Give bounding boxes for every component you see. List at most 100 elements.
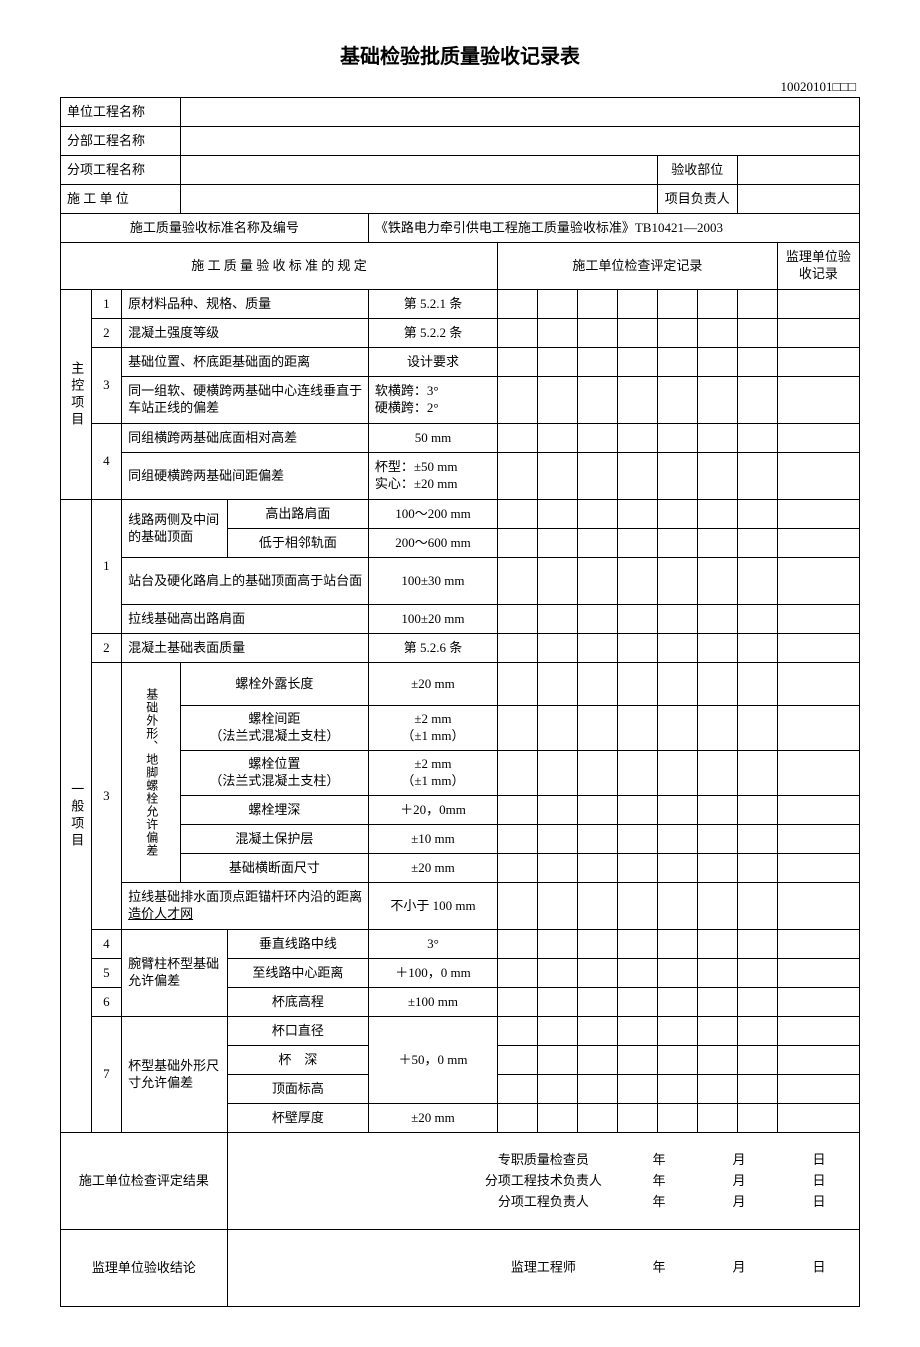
gen-3a-std: ±20 mm <box>368 663 497 706</box>
cell <box>617 825 657 854</box>
gen-3-group: 基础外形、地脚螺栓允许偏差 <box>122 663 181 883</box>
cell <box>538 529 578 558</box>
cell <box>577 959 617 988</box>
cell <box>777 959 859 988</box>
gen-3a-name: 螺栓外露长度 <box>180 663 368 706</box>
cell <box>777 796 859 825</box>
cell <box>657 605 697 634</box>
cell <box>697 854 737 883</box>
cell <box>498 500 538 529</box>
gen-6-std: ±100 mm <box>368 988 497 1017</box>
gen-row-3b: 螺栓间距 （法兰式混凝土支柱） ±2 mm （±1 mm） <box>61 706 860 751</box>
gen-1-group: 线路两侧及中间的基础顶面 <box>122 500 228 558</box>
gen-5-std: ＋100，0 mm <box>368 959 497 988</box>
cell <box>737 290 777 319</box>
cell <box>737 854 777 883</box>
gen-6-name: 杯底高程 <box>227 988 368 1017</box>
cell <box>697 751 737 796</box>
cell <box>657 988 697 1017</box>
cell <box>697 500 737 529</box>
gen-3e-std: ±10 mm <box>368 825 497 854</box>
cell <box>577 1104 617 1133</box>
cell <box>577 706 617 751</box>
cell <box>657 825 697 854</box>
cell <box>657 290 697 319</box>
sig-item-leader: 分项工程负责人 <box>485 1191 602 1212</box>
cell <box>657 529 697 558</box>
cell <box>617 988 657 1017</box>
cell <box>577 1075 617 1104</box>
cell <box>657 663 697 706</box>
label-check-record: 施工单位检查评定记录 <box>498 243 778 290</box>
cell <box>737 319 777 348</box>
main-category-label: 主控项目 <box>61 290 92 500</box>
cell <box>498 319 538 348</box>
main-4a-name: 同组横跨两基础底面相对高差 <box>122 424 369 453</box>
main-2-std: 第 5.2.2 条 <box>368 319 497 348</box>
main-3b-std: 软横跨：3° 硬横跨：2° <box>368 377 497 424</box>
cell <box>498 988 538 1017</box>
cell <box>538 424 578 453</box>
cell <box>737 453 777 500</box>
cell <box>498 930 538 959</box>
cell <box>617 930 657 959</box>
cell <box>657 796 697 825</box>
main-1-num: 1 <box>91 290 122 319</box>
cell <box>538 1104 578 1133</box>
cell <box>617 424 657 453</box>
cell <box>657 377 697 424</box>
header-row-5: 施工质量验收标准名称及编号 《铁路电力牵引供电工程施工质量验收标准》TB1042… <box>61 214 860 243</box>
cell <box>538 605 578 634</box>
footer-left-2: 监理单位验收结论 <box>61 1230 228 1307</box>
page-title: 基础检验批质量验收记录表 <box>60 40 860 69</box>
cell <box>737 959 777 988</box>
cell <box>577 663 617 706</box>
cell <box>538 959 578 988</box>
cell <box>617 796 657 825</box>
sig-supervisor: 监理工程师 <box>511 1258 576 1279</box>
cell <box>697 1075 737 1104</box>
cell <box>617 1104 657 1133</box>
footer-row-2: 监理单位验收结论 监理工程师 年月日 <box>61 1230 860 1307</box>
gen-1a-name: 高出路肩面 <box>227 500 368 529</box>
cell <box>577 825 617 854</box>
value-sub-project <box>180 127 859 156</box>
gen-4-name: 垂直线路中线 <box>227 930 368 959</box>
gen-3d-std: ＋20，0mm <box>368 796 497 825</box>
gen-3e-name: 混凝土保护层 <box>180 825 368 854</box>
cell <box>538 930 578 959</box>
cell <box>498 529 538 558</box>
cell <box>657 959 697 988</box>
label-supervisor-record: 监理单位验收记录 <box>777 243 859 290</box>
gen-3g-std: 不小于 100 mm <box>368 883 497 930</box>
gen-3g-name: 拉线基础排水面顶点距锚杆环内沿的距离造价人才网 <box>122 883 369 930</box>
cell <box>737 634 777 663</box>
header-row-6: 施 工 质 量 验 收 标 准 的 规 定 施工单位检查评定记录 监理单位验收记… <box>61 243 860 290</box>
gen-7-num: 7 <box>91 1017 122 1133</box>
main-4a-std: 50 mm <box>368 424 497 453</box>
cell <box>577 348 617 377</box>
cell <box>657 453 697 500</box>
gen-1-num: 1 <box>91 500 122 634</box>
cell <box>737 1104 777 1133</box>
footer-left-1: 施工单位检查评定结果 <box>61 1133 228 1230</box>
cell <box>617 529 657 558</box>
cell <box>777 605 859 634</box>
cell <box>737 663 777 706</box>
main-3a-std: 设计要求 <box>368 348 497 377</box>
cell <box>577 930 617 959</box>
pricing-link[interactable]: 造价人才网 <box>128 906 193 921</box>
main-3b-name: 同一组软、硬横跨两基础中心连线垂直于车站正线的偏差 <box>122 377 369 424</box>
gen-1d-name: 拉线基础高出路肩面 <box>122 605 369 634</box>
cell <box>498 706 538 751</box>
gen-row-3d: 螺栓埋深 ＋20，0mm <box>61 796 860 825</box>
main-2-num: 2 <box>91 319 122 348</box>
gen-7d-std: ±20 mm <box>368 1104 497 1133</box>
cell <box>538 290 578 319</box>
gen-7a-name: 杯口直径 <box>227 1017 368 1046</box>
cell <box>737 1075 777 1104</box>
cell <box>657 751 697 796</box>
cell <box>538 825 578 854</box>
cell <box>577 453 617 500</box>
cell <box>697 1017 737 1046</box>
